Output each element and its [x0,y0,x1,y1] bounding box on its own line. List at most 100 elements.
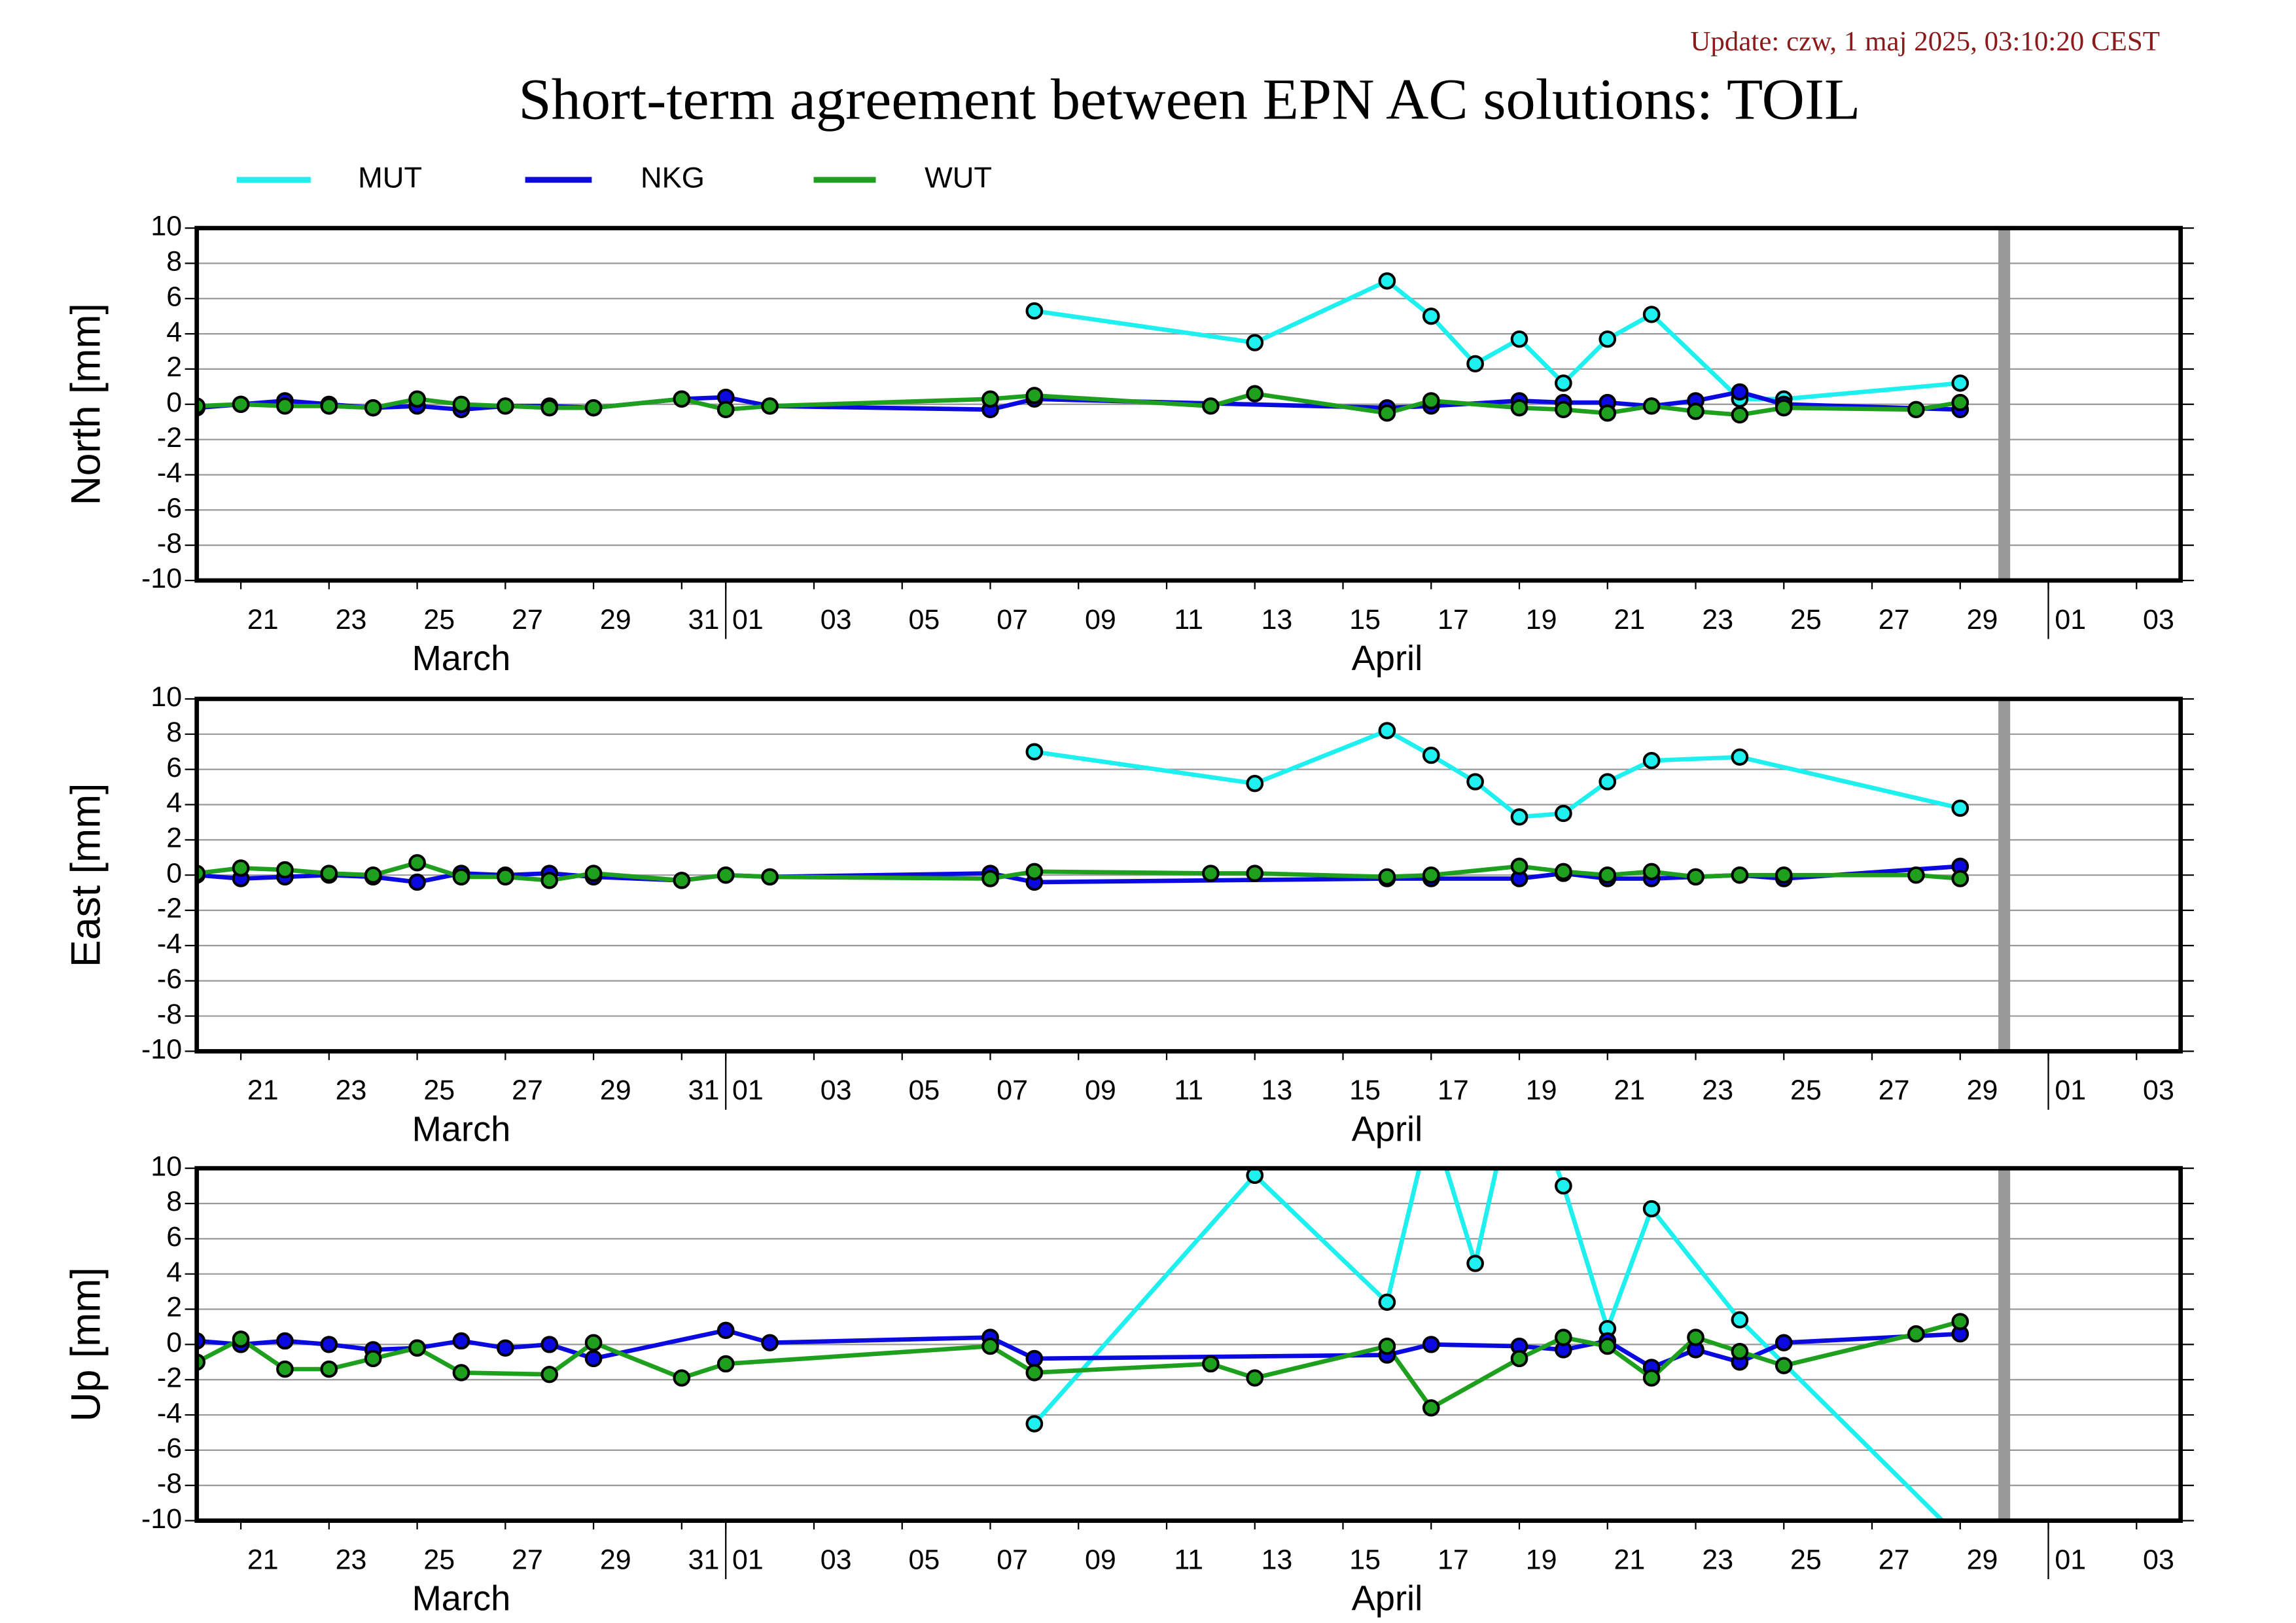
data-point [981,870,999,887]
y-tick-label: -6 [157,1433,182,1464]
y-tick-label: -10 [141,563,182,594]
x-tick-label: 15 [1349,1075,1381,1106]
data-point [1907,866,1925,884]
x-tick-label: 23 [1702,1544,1733,1576]
data-point [232,859,250,877]
data-point [673,872,691,889]
data-point [1731,1342,1749,1361]
data-point [1951,393,1969,412]
y-tick-label: -2 [157,1363,182,1394]
y-tick-label: -6 [157,493,182,524]
x-tick-label: 11 [1174,604,1203,635]
y-tick-label: 8 [166,1186,182,1217]
x-tick-label: 03 [821,604,852,635]
data-point [1775,399,1793,417]
data-point [1466,355,1484,373]
x-tick-label: 29 [1967,1544,1998,1576]
y-tick-label: 0 [166,1327,182,1359]
data-point [1512,1059,1527,1073]
data-point [1598,1337,1617,1355]
data-point [540,872,559,889]
data-point [1555,1177,1572,1195]
legend-label: MUT [358,161,422,194]
data-point [1687,1329,1704,1346]
data-point [1378,1293,1396,1311]
data-point [673,390,691,408]
x-tick-label: 29 [600,604,631,635]
x-month-label: April [1352,1579,1423,1618]
data-point [761,1334,779,1351]
data-point [1510,1349,1528,1368]
x-tick-label: 27 [512,1075,543,1106]
x-tick-label: 01 [2055,1075,2086,1106]
x-tick-label: 01 [2055,1544,2086,1576]
y-tick-label: -6 [157,963,182,995]
x-month-label: April [1352,1110,1423,1149]
data-point [1422,392,1440,410]
data-point [1202,397,1220,415]
data-point [320,1336,338,1353]
data-point [1642,306,1661,323]
data-point [1598,866,1617,884]
data-point [1951,1313,1969,1330]
data-point [320,397,338,415]
x-tick-label: 19 [1526,1075,1557,1106]
y-tick-label: 8 [166,717,182,748]
series-line [196,391,1961,418]
y-tick-label: 6 [166,752,182,783]
data-point [364,1349,382,1368]
y-tick-label: 2 [166,351,182,383]
y-tick-label: 4 [166,317,182,348]
x-tick-label: 09 [1085,1075,1116,1106]
x-tick-label: 21 [247,1075,279,1106]
y-tick-label: -2 [157,893,182,924]
data-point [716,866,735,884]
x-tick-label: 31 [688,604,720,635]
x-tick-label: 17 [1438,604,1469,635]
data-point [761,397,779,415]
data-point [1378,1337,1396,1355]
data-point [1598,773,1617,791]
x-tick-label: 29 [1967,1075,1998,1106]
data-point [452,395,470,413]
data-point [584,865,603,882]
data-point [1246,1168,1264,1185]
x-tick-label: 23 [1702,604,1733,635]
data-point [1025,1364,1044,1382]
data-point [1775,1357,1793,1374]
x-tick-label: 25 [1790,604,1822,635]
y-tick-label: 2 [166,823,182,854]
data-point [1907,401,1925,419]
data-point [1246,385,1264,402]
y-tick-label: 6 [166,1221,182,1253]
data-point [1687,868,1704,886]
data-point [497,1339,514,1357]
data-point [1642,1200,1661,1218]
x-tick-label: 15 [1349,604,1381,635]
legend-label: WUT [925,161,992,194]
x-tick-label: 13 [1262,1075,1293,1106]
y-tick-label: -4 [157,1398,182,1429]
data-point [276,861,294,879]
x-tick-label: 23 [336,1075,367,1106]
y-axis-label: North [mm] [63,303,109,505]
x-tick-label: 27 [512,1544,543,1576]
data-point [540,1365,559,1383]
x-tick-label: 25 [1790,1075,1822,1106]
x-tick-label: 05 [909,1075,940,1106]
x-tick-label: 09 [1085,604,1116,635]
x-tick-label: 17 [1438,1075,1469,1106]
x-tick-label: 21 [1614,604,1646,635]
data-point [320,865,338,882]
data-point [1951,799,1969,817]
data-point [1687,402,1704,420]
y-tick-label: 10 [150,681,182,713]
data-point [1731,383,1749,401]
x-tick-label: 03 [2143,1544,2174,1576]
data-point [540,1336,559,1353]
data-point [497,397,514,415]
x-tick-label: 21 [1614,1544,1646,1576]
x-tick-label: 29 [600,1544,631,1576]
data-point [1422,307,1440,325]
